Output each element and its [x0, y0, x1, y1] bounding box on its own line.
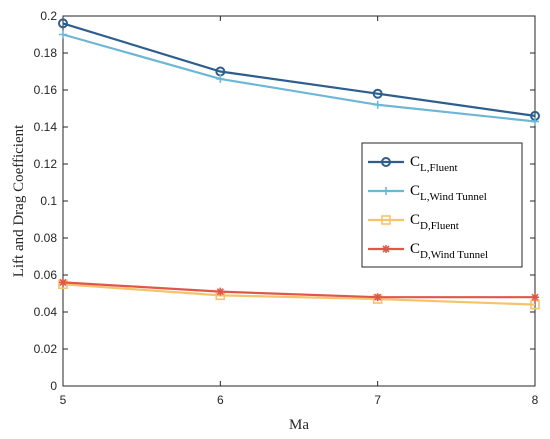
legend-label-subscript: D,Wind Tunnel — [420, 249, 488, 261]
y-tick-label: 0.2 — [40, 9, 57, 23]
data-point — [372, 88, 383, 99]
legend-item: C D,Wind Tunnel — [368, 241, 488, 261]
series-line — [62, 283, 536, 306]
data-point — [216, 287, 225, 296]
y-axis-title: Lift and Drag Coefficient — [11, 124, 27, 277]
x-tick-label: 7 — [374, 393, 381, 407]
x-axis-title: Ma — [289, 417, 309, 433]
series-1 — [58, 18, 540, 121]
y-tick-label: 0 — [50, 379, 57, 393]
series-2 — [59, 30, 539, 126]
legend-marker — [381, 215, 391, 225]
legend-label-subscript: L,Fluent — [420, 162, 458, 174]
legend-marker — [382, 187, 390, 195]
y-tick-label: 0.06 — [34, 268, 58, 282]
series-line — [62, 281, 535, 299]
legend-label: C — [410, 154, 420, 170]
series-line — [62, 33, 536, 123]
legend-label: C — [410, 241, 420, 257]
legend-item: C L,Wind Tunnel — [368, 183, 487, 203]
data-point — [59, 30, 67, 39]
data-point — [373, 100, 382, 109]
y-tick-label: 0.1 — [40, 194, 57, 208]
legend-label-subscript: L,Wind Tunnel — [420, 191, 487, 203]
data-point — [373, 293, 382, 302]
legend-label-subscript: D,Fluent — [420, 220, 459, 232]
series-4 — [59, 278, 539, 302]
legend-marker — [381, 157, 391, 167]
x-tick-label: 8 — [532, 393, 539, 407]
y-tick-label: 0.16 — [34, 83, 58, 97]
legend-item: C D,Fluent — [368, 212, 459, 232]
axis-ticks: 0 0.02 0.04 0.06 0.08 0.1 0.12 0.14 0.16 0.18 0.2 5… — [34, 9, 539, 407]
data-point — [58, 18, 68, 29]
y-tick-label: 0.02 — [34, 342, 58, 356]
legend-marker — [382, 245, 390, 253]
data-point — [531, 117, 539, 126]
y-tick-label: 0.14 — [34, 120, 58, 134]
x-tick-label: 5 — [60, 393, 67, 407]
series-group — [58, 18, 540, 310]
data-point — [531, 293, 539, 302]
y-tick-label: 0.08 — [34, 231, 58, 245]
x-tick-label: 6 — [217, 393, 224, 407]
legend-label: C — [410, 212, 420, 228]
data-point — [216, 74, 225, 83]
y-tick-label: 0.12 — [34, 157, 58, 171]
data-point — [59, 278, 67, 287]
legend-label: C — [410, 183, 420, 199]
y-tick-label: 0.18 — [34, 46, 58, 60]
legend-item: C L,Fluent — [368, 154, 458, 174]
y-tick-label: 0.04 — [34, 305, 58, 319]
series-line — [62, 22, 536, 117]
